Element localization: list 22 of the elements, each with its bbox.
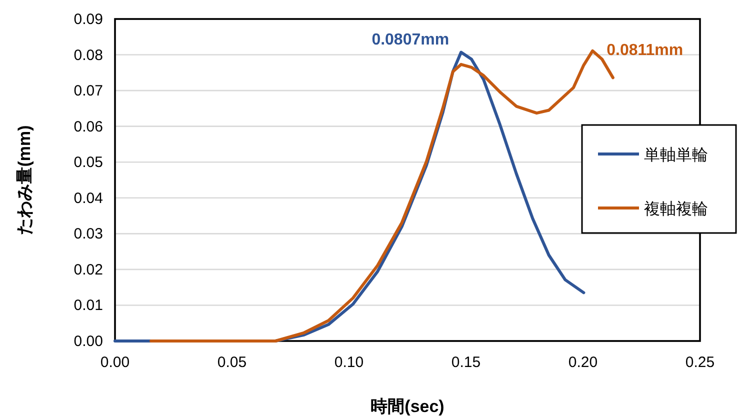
y-axis-title: たわみ量(mm) bbox=[15, 125, 34, 235]
y-tick-label: 0.06 bbox=[74, 118, 103, 136]
x-tick-label: 0.00 bbox=[100, 354, 130, 371]
x-tick-label: 0.20 bbox=[568, 354, 598, 371]
x-tick-label: 0.10 bbox=[334, 354, 364, 371]
y-tick-label: 0.07 bbox=[74, 82, 103, 100]
x-axis-title: 時間(sec) bbox=[370, 397, 444, 416]
y-tick-label: 0.02 bbox=[74, 261, 103, 278]
y-tick-label: 0.05 bbox=[74, 154, 103, 172]
annotation: 0.0811mm bbox=[606, 42, 684, 59]
x-tick-label: 0.15 bbox=[451, 354, 481, 371]
y-tick-label: 0.01 bbox=[74, 297, 103, 314]
y-tick-label: 0.09 bbox=[74, 11, 103, 28]
y-tick-label: 0.08 bbox=[74, 46, 103, 64]
y-tick-label: 0.03 bbox=[74, 226, 103, 243]
annotation: 0.0807mm bbox=[372, 31, 450, 48]
y-tick-label: 0.00 bbox=[74, 333, 103, 350]
x-tick-label: 0.25 bbox=[685, 354, 715, 371]
legend-label: 複軸複輪 bbox=[644, 200, 708, 218]
y-tick-label: 0.04 bbox=[74, 190, 103, 207]
legend-label: 単軸単輪 bbox=[644, 146, 708, 164]
x-tick-label: 0.05 bbox=[217, 354, 247, 371]
